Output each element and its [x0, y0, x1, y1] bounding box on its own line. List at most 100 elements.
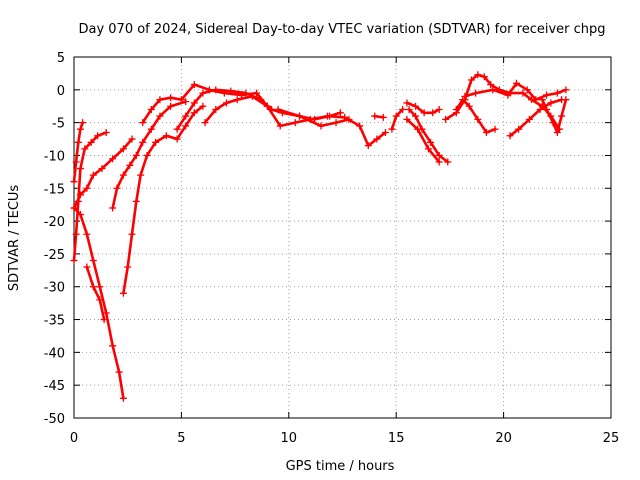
data-point [562, 96, 570, 104]
data-point [137, 171, 145, 179]
data-point [467, 76, 475, 84]
y-tick-label: 5 [57, 51, 65, 66]
data-point [435, 158, 443, 166]
data-point [435, 106, 443, 114]
x-tick-label: 20 [495, 431, 512, 446]
series-sat-r [452, 96, 499, 136]
x-axis-label: GPS time / hours [286, 459, 395, 474]
data-point [403, 115, 411, 123]
data-point [472, 89, 480, 97]
data-point [465, 102, 473, 110]
y-tick-labels: 5 0 -5 -10 -15 -20 -25 -30 -35 -40 -45 -50 [44, 51, 65, 427]
data-point [233, 96, 241, 104]
series-trace [72, 206, 125, 400]
series-trace [390, 108, 404, 131]
x-tick-label: 25 [603, 431, 620, 446]
data-point [336, 109, 344, 117]
data-point [480, 73, 488, 81]
plot-frame [73, 56, 612, 419]
data-point [89, 171, 97, 179]
y-tick-label: -30 [44, 281, 65, 296]
data-point [94, 132, 102, 140]
data-point [323, 112, 331, 120]
data-point [489, 86, 497, 94]
data-point [182, 98, 190, 106]
series-sat-l [388, 106, 407, 133]
series-sat-s [461, 79, 570, 104]
data-point [147, 106, 155, 114]
data-point [156, 112, 164, 120]
series-trace [85, 265, 106, 321]
data-point [119, 171, 127, 179]
data-point [452, 106, 460, 114]
series-sat-e [70, 135, 136, 212]
data-point [474, 115, 482, 123]
data-point [96, 296, 104, 304]
data-point [444, 158, 452, 166]
data-point [212, 86, 220, 94]
data-point [119, 394, 127, 402]
data-point [96, 283, 104, 291]
data-point [143, 151, 151, 159]
series-trace [540, 98, 568, 134]
data-point [253, 89, 261, 97]
data-point [392, 112, 400, 120]
data-point [405, 106, 413, 114]
data-point [147, 125, 155, 133]
data-point [248, 92, 256, 100]
series-trace [72, 131, 108, 262]
data-point [76, 125, 84, 133]
data-point [482, 128, 490, 136]
data-point [515, 125, 523, 133]
data-point [371, 112, 379, 120]
data-point [442, 115, 450, 123]
data-point [549, 119, 557, 127]
data-point [276, 122, 284, 130]
data-point [487, 81, 495, 89]
y-tick-label: -50 [44, 412, 65, 427]
data-point [506, 132, 514, 140]
data-point [152, 138, 160, 146]
data-point [132, 151, 140, 159]
data-point [72, 158, 80, 166]
data-point [345, 115, 353, 123]
data-point [115, 368, 123, 376]
x-tick-label: 0 [70, 431, 78, 446]
y-tick-label: -45 [44, 379, 65, 394]
y-tick-label: -40 [44, 346, 65, 361]
data-point [212, 106, 220, 114]
data-point [173, 135, 181, 143]
series-trace [141, 83, 269, 124]
grid [74, 57, 611, 418]
data-point [102, 128, 110, 136]
data-point [227, 87, 235, 95]
y-axis-label: SDTVAR / TECUs [7, 185, 22, 292]
data-point [553, 89, 561, 97]
series-trace [508, 98, 563, 138]
y-tick-label: 0 [57, 84, 65, 99]
data-point [190, 109, 198, 117]
data-point [388, 125, 396, 133]
data-point [504, 91, 512, 99]
data-point [424, 145, 432, 153]
y-tick-label: -10 [44, 149, 65, 164]
data-point [167, 102, 175, 110]
series-trace [463, 82, 568, 101]
data-point [461, 92, 469, 100]
data-point [491, 125, 499, 133]
data-point [162, 132, 170, 140]
chart-title: Day 070 of 2024, Sidereal Day-to-day VTE… [78, 22, 605, 37]
data-point [296, 112, 304, 120]
data-point [523, 86, 531, 94]
y-tick-label: -15 [44, 182, 65, 197]
data-point [412, 112, 420, 120]
data-point [128, 135, 136, 143]
data-point [89, 283, 97, 291]
y-tick-label: -35 [44, 314, 65, 329]
data-point [547, 99, 555, 107]
data-point [525, 115, 533, 123]
data-point [242, 89, 250, 97]
data-point [199, 89, 207, 97]
series-trace [405, 118, 441, 164]
